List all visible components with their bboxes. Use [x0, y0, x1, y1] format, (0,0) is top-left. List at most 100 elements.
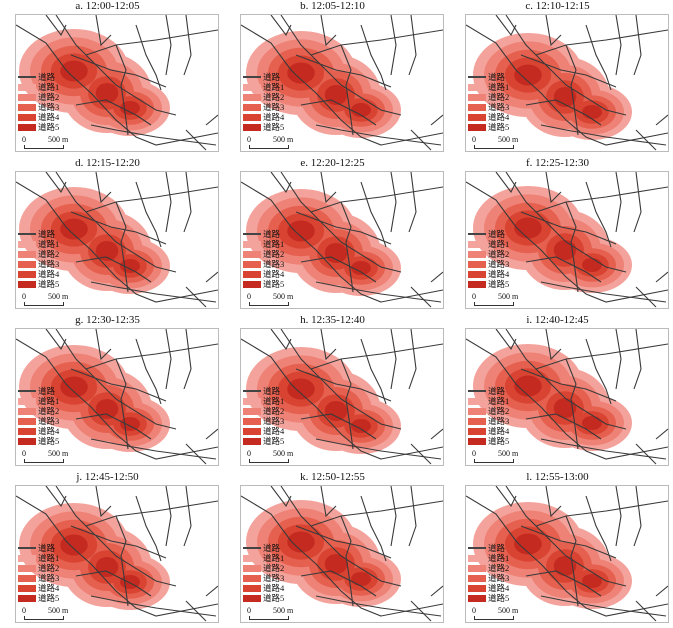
legend-level: 道路4 — [468, 112, 509, 122]
legend-label: 道路 — [38, 543, 56, 553]
density-level-5 — [60, 534, 88, 556]
road — [340, 201, 354, 293]
road — [525, 256, 602, 283]
density-level-5 — [60, 218, 88, 240]
road — [540, 281, 667, 303]
level-swatch — [468, 584, 486, 592]
map-panel: c. 12:10-12:15 道路 道路1 道路2 道路3 道路4 道路5 0 500 m — [450, 0, 669, 152]
level-swatch — [18, 103, 36, 111]
level-swatch — [243, 123, 261, 131]
level-swatch — [243, 93, 261, 101]
road — [90, 124, 217, 146]
scale-zero: 0 — [247, 292, 251, 301]
level-swatch — [243, 260, 261, 268]
road-line-swatch — [468, 547, 486, 549]
legend: 道路 道路1 道路2 道路3 道路4 道路5 — [243, 72, 284, 132]
road — [585, 24, 612, 91]
road — [70, 211, 167, 245]
road — [315, 438, 442, 460]
road — [295, 368, 392, 402]
legend-label: 道路1 — [263, 239, 285, 249]
level-swatch — [18, 437, 36, 445]
map-frame: 道路 道路1 道路2 道路3 道路4 道路5 0 500 m — [465, 171, 669, 309]
road — [615, 329, 622, 390]
legend-level: 道路2 — [243, 249, 284, 259]
road — [205, 428, 218, 440]
legend-label: 道路3 — [263, 416, 285, 426]
level-swatch — [468, 397, 486, 405]
road — [520, 211, 617, 245]
legend-level: 道路1 — [468, 553, 509, 563]
road — [390, 486, 397, 547]
legend-label: 道路3 — [263, 102, 285, 112]
level-swatch — [243, 417, 261, 425]
map-panel: f. 12:25-12:30 道路 道路1 道路2 道路3 道路4 道路5 0 500 m — [450, 157, 669, 309]
legend: 道路 道路1 道路2 道路3 道路4 道路5 — [18, 543, 59, 603]
density-level-5 — [60, 60, 88, 82]
map-frame: 道路 道路1 道路2 道路3 道路4 道路5 0 500 m — [15, 328, 219, 466]
road — [633, 486, 642, 547]
road — [545, 329, 562, 361]
legend-level: 道路5 — [18, 436, 59, 446]
scale-zero: 0 — [22, 135, 26, 144]
road — [430, 428, 443, 440]
density-level-5 — [351, 572, 371, 586]
legend-level: 道路1 — [18, 239, 59, 249]
legend-label: 道路3 — [488, 259, 510, 269]
scale-bar: 0 500 m — [472, 135, 518, 149]
legend-label: 道路4 — [38, 269, 60, 279]
scale-line — [24, 302, 64, 306]
scale-bar: 0 500 m — [247, 292, 294, 306]
legend-level: 道路1 — [243, 239, 284, 249]
road — [540, 124, 667, 146]
road — [183, 486, 192, 547]
legend-level: 道路2 — [18, 249, 59, 259]
legend-level: 道路5 — [243, 593, 284, 603]
level-swatch — [243, 113, 261, 121]
legend-label: 道路5 — [488, 593, 510, 603]
legend-label: 道路5 — [488, 122, 510, 132]
legend-level: 道路1 — [18, 82, 59, 92]
legend-road: 道路 — [468, 72, 509, 82]
road — [565, 44, 579, 136]
legend-level: 道路3 — [18, 102, 59, 112]
road — [340, 515, 354, 607]
road — [635, 443, 657, 465]
legend: 道路 道路1 道路2 道路3 道路4 道路5 — [18, 386, 59, 446]
road — [505, 486, 627, 587]
road — [185, 600, 207, 622]
road — [408, 486, 417, 547]
legend-level: 道路5 — [468, 279, 509, 289]
road-line-swatch — [468, 390, 486, 392]
density-level-5 — [287, 62, 315, 84]
level-swatch — [468, 240, 486, 248]
road — [241, 24, 443, 146]
road — [241, 181, 443, 303]
legend-label: 道路1 — [38, 553, 60, 563]
legend-label: 道路 — [263, 229, 281, 239]
road — [115, 358, 129, 450]
legend-level: 道路1 — [468, 396, 509, 406]
road — [205, 114, 218, 126]
legend: 道路 道路1 道路2 道路3 道路4 道路5 — [468, 543, 509, 603]
scale-zero: 0 — [247, 135, 251, 144]
scale-line — [249, 145, 289, 149]
road-line-swatch — [18, 390, 36, 392]
map-frame: 道路 道路1 道路2 道路3 道路4 道路5 0 500 m — [240, 485, 444, 623]
legend-level: 道路4 — [468, 269, 509, 279]
heatmap — [16, 15, 218, 151]
scale-line — [249, 302, 289, 306]
road — [115, 201, 129, 293]
legend: 道路 道路1 道路2 道路3 道路4 道路5 — [243, 386, 284, 446]
map-panel: g. 12:30-12:35 道路 道路1 道路2 道路3 道路4 道路5 0 500 m — [0, 314, 219, 466]
scale-distance: 500 m — [48, 292, 69, 301]
legend-label: 道路5 — [38, 122, 60, 132]
level-swatch — [243, 83, 261, 91]
road — [85, 343, 218, 370]
road — [95, 329, 112, 361]
level-swatch — [18, 564, 36, 572]
road — [430, 271, 443, 283]
scale-distance: 500 m — [273, 292, 294, 301]
road — [75, 413, 152, 440]
level-swatch — [468, 564, 486, 572]
